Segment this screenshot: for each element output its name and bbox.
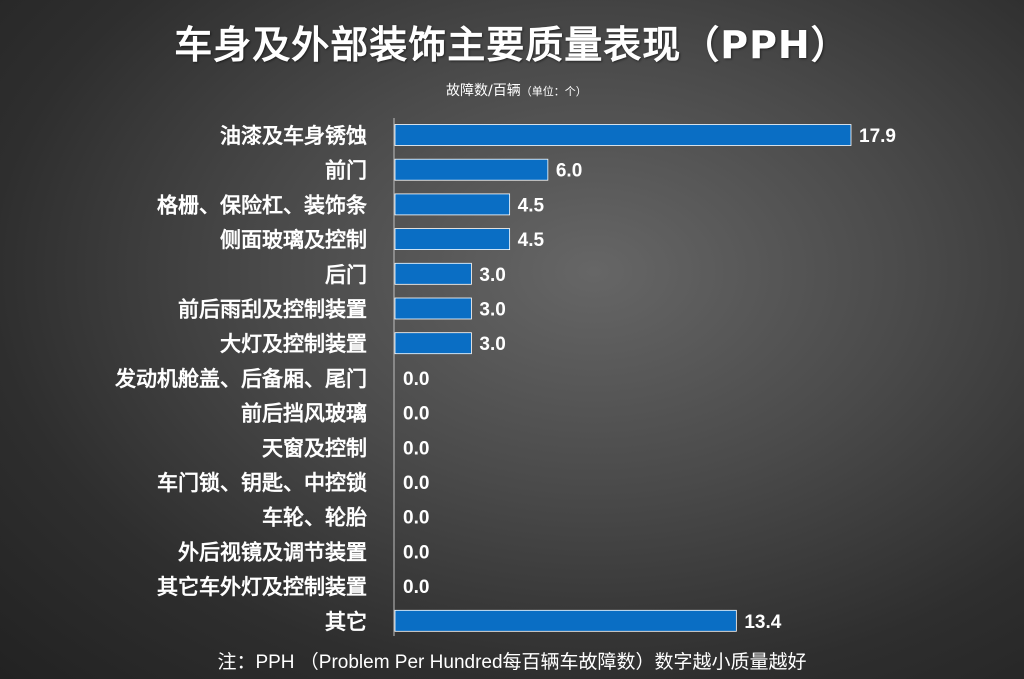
value-label: 17.9: [859, 126, 896, 147]
subtitle-unit: （单位：个）: [520, 85, 587, 98]
value-label: 0.0: [403, 473, 429, 494]
category-label: 车门锁、钥匙、中控锁: [157, 471, 367, 495]
chart-title: 车身及外部装饰主要质量表现（PPH）: [174, 23, 850, 67]
value-label: 3.0: [479, 300, 505, 321]
category-label: 外后视镜及调节装置: [178, 540, 367, 564]
bar: [394, 158, 549, 181]
bar: [394, 332, 472, 355]
category-label: 侧面玻璃及控制: [220, 228, 367, 252]
category-label: 发动机舱盖、后备厢、尾门: [114, 367, 367, 391]
category-label: 其它: [325, 610, 367, 634]
value-label: 0.0: [403, 438, 429, 459]
value-label: 0.0: [403, 404, 429, 425]
category-label: 后门: [325, 263, 367, 287]
category-label: 大灯及控制装置: [220, 332, 367, 356]
value-label: 0.0: [403, 508, 429, 529]
bar: [394, 228, 511, 251]
value-label: 0.0: [403, 542, 429, 563]
category-label: 前后挡风玻璃: [241, 402, 367, 426]
subtitle-main: 故障数/百辆: [446, 83, 521, 99]
value-label: 3.0: [479, 334, 505, 355]
category-label: 其它车外灯及控制装置: [157, 575, 367, 599]
value-label: 0.0: [403, 369, 429, 390]
value-label: 13.4: [744, 612, 781, 633]
category-label: 前门: [325, 159, 367, 183]
value-label: 3.0: [479, 265, 505, 286]
bar: [394, 193, 511, 216]
category-label: 油漆及车身锈蚀: [220, 124, 367, 148]
bar: [394, 609, 737, 632]
bar: [394, 297, 472, 320]
value-labels: 17.9 6.0 4.5 4.5 3.0 3.0 3.0 0.0 0.0 0.0 0.0 0.0 0.0…: [403, 126, 896, 633]
value-label: 4.5: [518, 230, 545, 251]
bar: [394, 124, 852, 146]
category-labels: 油漆及车身锈蚀前门格栅、保险杠、装饰条侧面玻璃及控制后门前后雨刮及控制装置大灯及…: [114, 124, 368, 634]
category-label: 天窗及控制: [262, 436, 367, 460]
bars-layer: [394, 124, 852, 632]
value-label: 0.0: [403, 577, 429, 598]
value-label: 4.5: [518, 195, 545, 216]
category-label: 车轮、轮胎: [262, 506, 367, 530]
chart-subtitle: 故障数/百辆（单位：个）: [446, 80, 587, 100]
bar: [394, 262, 472, 285]
category-label: 前后雨刮及控制装置: [178, 298, 367, 322]
value-label: 6.0: [556, 161, 582, 182]
footnote: 注：PPH （Problem Per Hundred每百辆车故障数）数字越小质量…: [217, 652, 807, 673]
category-label: 格栅、保险杠、装饰条: [157, 193, 368, 217]
